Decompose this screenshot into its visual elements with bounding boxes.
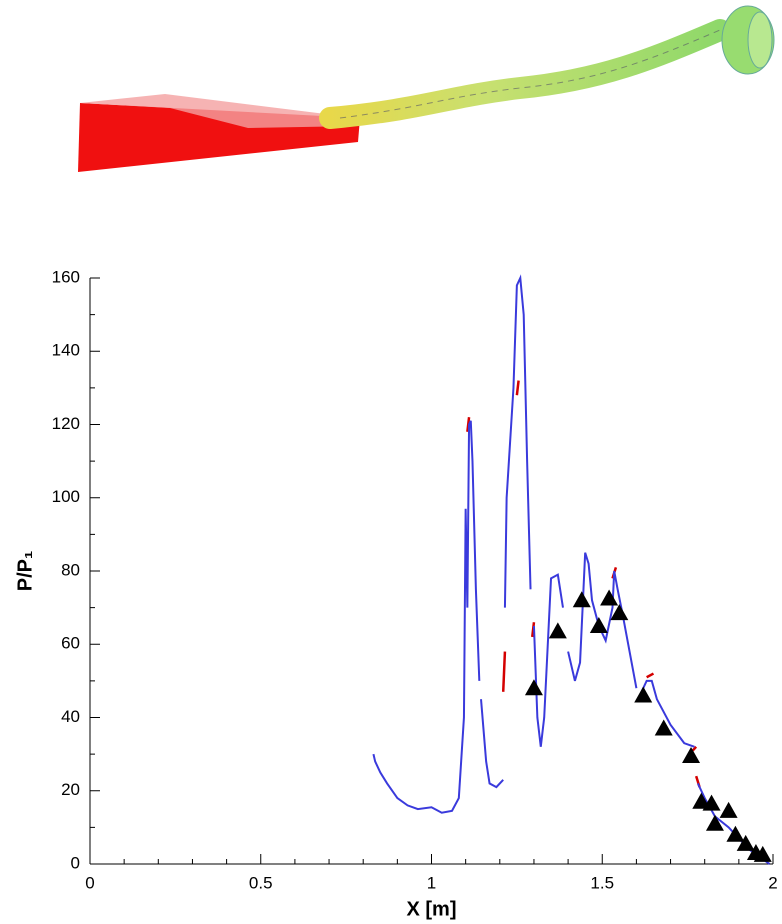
experiment-marker — [705, 814, 724, 831]
geometry-render — [78, 5, 775, 172]
experiment-marker — [600, 589, 619, 606]
y-tick-label: 0 — [71, 853, 80, 872]
y-tick-label: 20 — [61, 780, 80, 799]
experiment-marker — [654, 719, 673, 736]
y-axis-title: P/P₁ — [14, 551, 36, 592]
y-tick-label: 100 — [52, 487, 80, 506]
experiment-marker — [719, 801, 738, 818]
y-tick-label: 40 — [61, 707, 80, 726]
y-tick-label: 120 — [52, 414, 80, 433]
experiment-marker — [726, 825, 745, 842]
experiment-marker — [682, 746, 701, 763]
x-tick-label: 2 — [768, 873, 777, 892]
x-axis-title: X [m] — [407, 898, 457, 920]
y-tick-label: 80 — [61, 560, 80, 579]
y-tick-label: 140 — [52, 341, 80, 360]
y-tick-label: 160 — [52, 267, 80, 286]
y-tick-label: 60 — [61, 634, 80, 653]
data-line — [372, 274, 771, 865]
x-tick-label: 0.5 — [249, 873, 273, 892]
experiment-marker — [572, 591, 591, 608]
x-tick-label: 1.5 — [590, 873, 614, 892]
experiment-marker — [524, 679, 543, 696]
experiment-marker — [753, 845, 772, 862]
experiment-marker — [692, 792, 711, 809]
experiment-marker — [548, 622, 567, 639]
experiment-marker — [702, 794, 721, 811]
x-tick-label: 0 — [85, 873, 94, 892]
experiment-marker — [736, 834, 755, 851]
experiment-marker — [610, 604, 629, 621]
x-tick-label: 1 — [427, 873, 436, 892]
experiment-marker — [634, 686, 653, 703]
experiment-marker — [589, 616, 608, 633]
